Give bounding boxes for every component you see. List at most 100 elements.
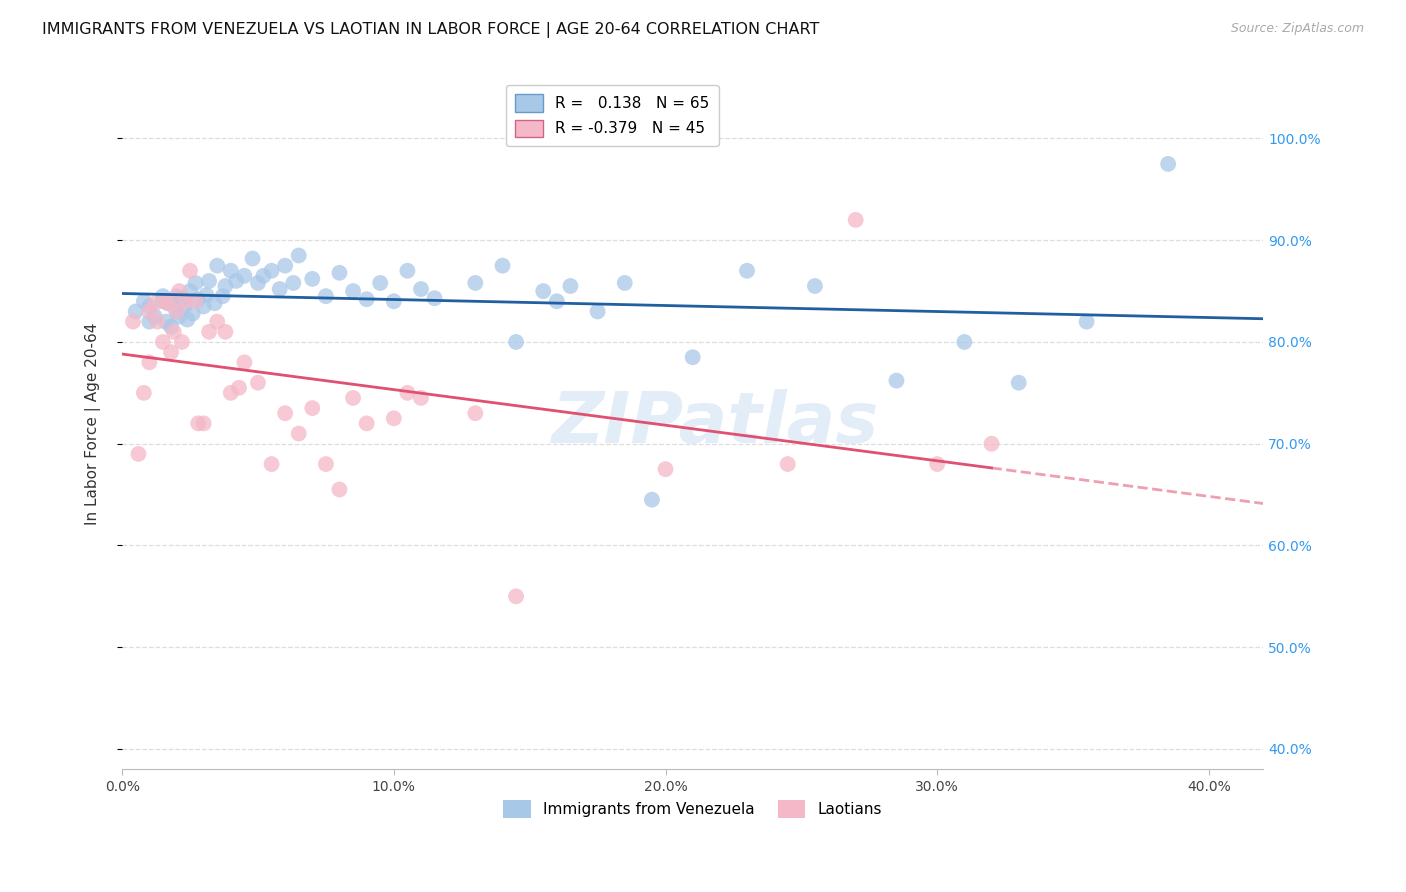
Point xyxy=(546,294,568,309)
Text: ZIPatlas: ZIPatlas xyxy=(551,389,879,458)
Point xyxy=(146,315,169,329)
Point xyxy=(283,276,305,290)
Point xyxy=(464,406,486,420)
Point xyxy=(953,334,976,349)
Point xyxy=(368,276,391,290)
Point xyxy=(143,296,166,310)
Point xyxy=(301,272,323,286)
Point xyxy=(155,294,177,309)
Point xyxy=(886,374,908,388)
Point xyxy=(211,289,233,303)
Point xyxy=(179,284,201,298)
Point xyxy=(328,483,350,497)
Point xyxy=(219,264,242,278)
Point xyxy=(586,304,609,318)
Point xyxy=(505,334,527,349)
Point xyxy=(1157,157,1180,171)
Point xyxy=(138,315,160,329)
Point xyxy=(776,457,799,471)
Point xyxy=(287,248,309,262)
Point xyxy=(198,325,221,339)
Point xyxy=(927,457,949,471)
Point xyxy=(845,213,868,227)
Point xyxy=(155,315,177,329)
Point xyxy=(132,294,155,309)
Point xyxy=(505,590,527,604)
Point xyxy=(804,279,827,293)
Point xyxy=(152,294,174,309)
Point xyxy=(187,417,209,431)
Point xyxy=(682,350,704,364)
Point xyxy=(301,401,323,416)
Point xyxy=(125,304,148,318)
Point xyxy=(560,279,582,293)
Point xyxy=(157,296,180,310)
Point xyxy=(531,284,554,298)
Point xyxy=(176,312,198,326)
Point xyxy=(127,447,149,461)
Point xyxy=(170,291,193,305)
Point xyxy=(173,299,195,313)
Point xyxy=(152,289,174,303)
Point xyxy=(163,325,186,339)
Point xyxy=(167,310,190,324)
Point xyxy=(613,276,636,290)
Point xyxy=(287,426,309,441)
Point xyxy=(246,376,269,390)
Point xyxy=(396,264,419,278)
Point xyxy=(396,385,419,400)
Point xyxy=(225,274,247,288)
Point xyxy=(198,274,221,288)
Point xyxy=(166,289,188,303)
Point xyxy=(654,462,676,476)
Point xyxy=(735,264,758,278)
Point xyxy=(491,259,513,273)
Point xyxy=(214,325,236,339)
Point xyxy=(181,306,204,320)
Point xyxy=(260,264,283,278)
Point xyxy=(315,289,337,303)
Point xyxy=(356,417,378,431)
Point xyxy=(193,299,215,313)
Point xyxy=(1076,315,1098,329)
Point xyxy=(328,266,350,280)
Point xyxy=(138,299,160,313)
Point xyxy=(152,334,174,349)
Point xyxy=(233,355,256,369)
Point xyxy=(274,259,297,273)
Point xyxy=(228,381,250,395)
Point xyxy=(179,264,201,278)
Point xyxy=(160,319,183,334)
Point xyxy=(184,294,207,309)
Point xyxy=(382,411,405,425)
Text: IMMIGRANTS FROM VENEZUELA VS LAOTIAN IN LABOR FORCE | AGE 20-64 CORRELATION CHAR: IMMIGRANTS FROM VENEZUELA VS LAOTIAN IN … xyxy=(42,22,820,38)
Point xyxy=(342,284,364,298)
Point xyxy=(269,282,291,296)
Point xyxy=(138,355,160,369)
Point xyxy=(184,276,207,290)
Point xyxy=(160,345,183,359)
Y-axis label: In Labor Force | Age 20-64: In Labor Force | Age 20-64 xyxy=(86,322,101,524)
Point xyxy=(170,334,193,349)
Point xyxy=(167,284,190,298)
Point xyxy=(193,417,215,431)
Point xyxy=(205,315,228,329)
Point xyxy=(409,391,432,405)
Point xyxy=(260,457,283,471)
Point xyxy=(1008,376,1031,390)
Point xyxy=(274,406,297,420)
Point xyxy=(195,288,218,302)
Point xyxy=(246,276,269,290)
Point xyxy=(173,294,195,309)
Point xyxy=(315,457,337,471)
Point xyxy=(214,279,236,293)
Point xyxy=(233,268,256,283)
Point xyxy=(382,294,405,309)
Legend: Immigrants from Venezuela, Laotians: Immigrants from Venezuela, Laotians xyxy=(498,794,889,824)
Point xyxy=(219,385,242,400)
Point xyxy=(157,296,180,310)
Point xyxy=(252,268,274,283)
Point xyxy=(205,259,228,273)
Point xyxy=(409,282,432,296)
Point xyxy=(242,252,264,266)
